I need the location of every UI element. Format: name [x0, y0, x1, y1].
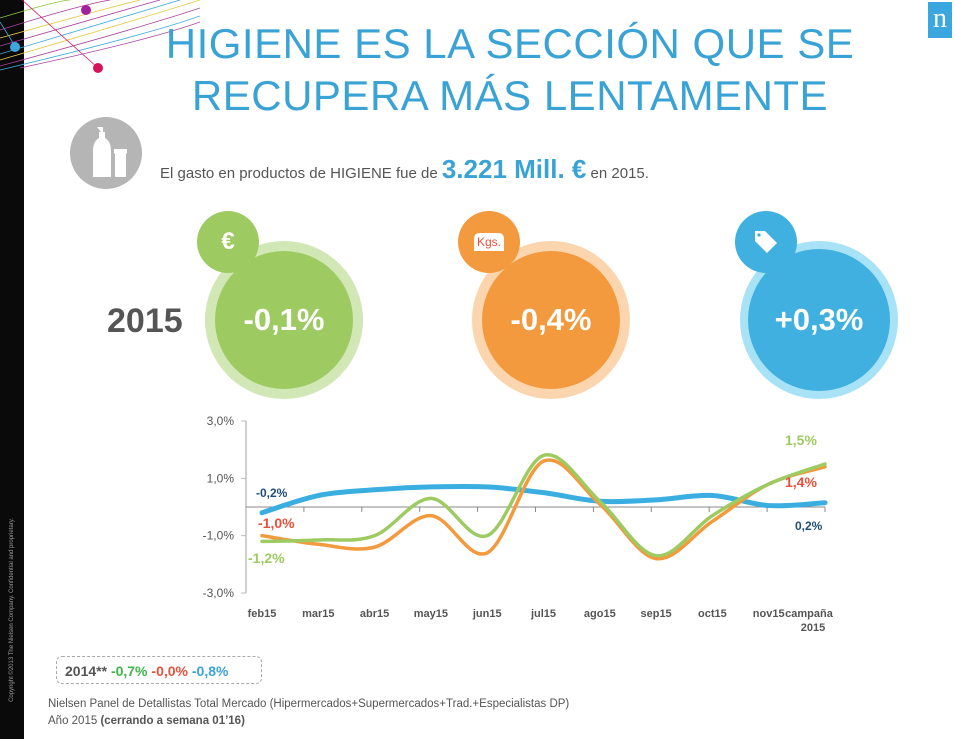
sidebar-strip: Copyright ©2013 The Nielsen Company. Con…: [0, 0, 24, 739]
x-tick-label: oct15: [698, 608, 727, 620]
title-line-1: HIGIENE ES LA SECCIÓN QUE SE: [165, 20, 855, 67]
spend-amount: 3.221 Mill. €: [441, 154, 587, 184]
x-tick-label: campaña 2015: [785, 608, 834, 634]
x-tick-label: sep15: [640, 608, 671, 620]
kpi-price: +0,3%: [735, 211, 898, 399]
kpi-volume-text: -0,4%: [482, 251, 620, 389]
series-end-label: 1,5%: [785, 432, 817, 448]
kpi-price-text: +0,3%: [748, 249, 890, 391]
series-line-precio: [259, 483, 828, 516]
subtitle: El gasto en productos de HIGIENE fue de …: [160, 154, 649, 185]
blue-dot: [10, 42, 20, 52]
series-start-label: -0,2%: [256, 486, 288, 500]
legend-2014-label: 2014**: [65, 663, 108, 679]
legend-2014-volume: -0,0%: [151, 663, 188, 679]
weight-icon: Kgs.: [458, 211, 520, 273]
decorative-arcs: [0, 0, 200, 73]
series-end-label: 1,4%: [785, 474, 817, 490]
legend-2014-price: -0,8%: [191, 663, 229, 679]
x-tick-label: feb15: [248, 608, 277, 620]
price-tag-icon: [735, 211, 797, 273]
euro-icon: €: [197, 211, 259, 273]
kpi-value: -0,1% €: [197, 211, 363, 399]
x-tick-label: mar15: [302, 608, 334, 620]
series-end-label: 0,2%: [795, 519, 823, 533]
subtitle-prefix: El gasto en productos de HIGIENE fue de: [160, 165, 442, 182]
hygiene-products-icon: [70, 117, 142, 189]
y-tick-label: -1,0%: [203, 529, 235, 543]
x-tick-label: jun15: [472, 608, 502, 620]
subtitle-suffix: en 2015.: [586, 165, 649, 182]
title-line-2: RECUPERA MÁS LENTAMENTE: [191, 72, 829, 119]
x-tick-label: ago15: [584, 608, 616, 620]
x-tick-label: abr15: [360, 608, 389, 620]
nielsen-logo: n: [928, 2, 952, 38]
series-line-valor: [260, 453, 827, 558]
red-dot: [93, 63, 103, 73]
source-note: Nielsen Panel de Detallistas Total Merca…: [48, 696, 569, 730]
y-tick-label: 1,0%: [207, 471, 235, 485]
y-tick-label: -3,0%: [203, 586, 235, 600]
kpi-value-text: -0,1%: [215, 251, 353, 389]
weight-label: Kgs.: [473, 233, 504, 251]
x-tick-label: may15: [414, 608, 448, 620]
legend-2014-value: -0,7%: [110, 663, 148, 679]
y-tick-label: 3,0%: [207, 414, 235, 428]
source-line-2-bold: (cerrando a semana 01’16): [100, 715, 245, 727]
source-line-2-text: Año 2015: [48, 715, 101, 727]
x-tick-label: nov15: [753, 608, 785, 620]
source-line-2: Año 2015 (cerrando a semana 01’16): [48, 713, 569, 730]
series-start-label: -1,0%: [258, 515, 295, 531]
source-line-1: Nielsen Panel de Detallistas Total Merca…: [48, 698, 570, 710]
kpi-volume: -0,4% Kgs.: [458, 211, 630, 399]
legend-2014: 2014** -0,7% -0,0% -0,8%: [56, 656, 262, 684]
magenta-dot: [81, 5, 91, 15]
series-line-volumen: [260, 458, 827, 561]
series-start-label: -1,2%: [248, 550, 285, 566]
year-label: 2015: [107, 302, 183, 340]
page-title: HIGIENE ES LA SECCIÓN QUE SE RECUPERA MÁ…: [150, 18, 870, 122]
x-tick-label: jul15: [530, 608, 556, 620]
